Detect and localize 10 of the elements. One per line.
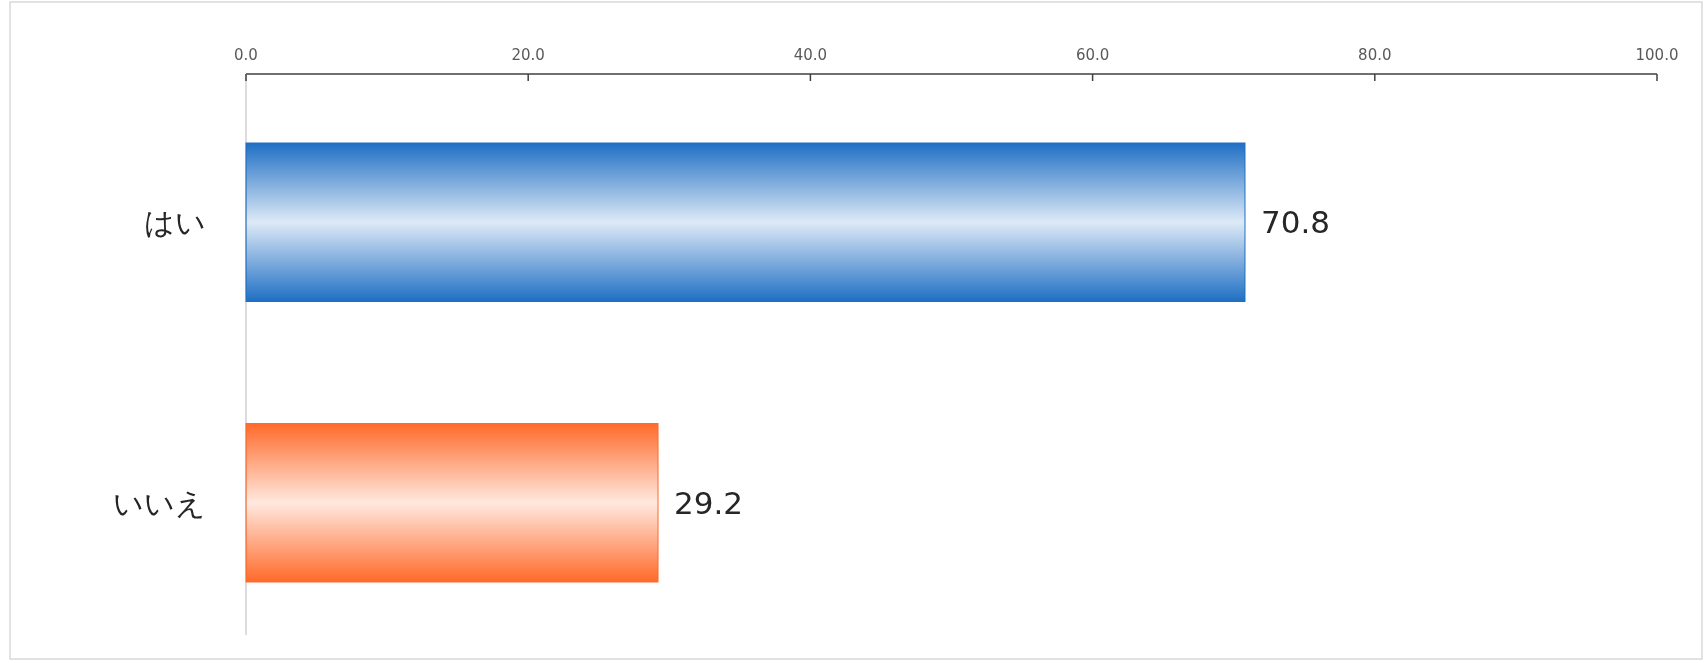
y-tick-label: いいえ — [113, 485, 206, 521]
x-tick-label: 20.0 — [511, 46, 545, 64]
x-tick-label: 100.0 — [1635, 46, 1679, 64]
data-label: 70.8 — [1260, 204, 1331, 241]
x-tick-label: 80.0 — [1358, 46, 1392, 64]
y-tick-label: はい — [144, 205, 206, 241]
x-tick-label: 40.0 — [793, 46, 828, 64]
x-tick-label: 0.0 — [234, 46, 258, 64]
x-tick-label: 60.0 — [1075, 46, 1110, 64]
data-label: 29.2 — [674, 484, 744, 521]
